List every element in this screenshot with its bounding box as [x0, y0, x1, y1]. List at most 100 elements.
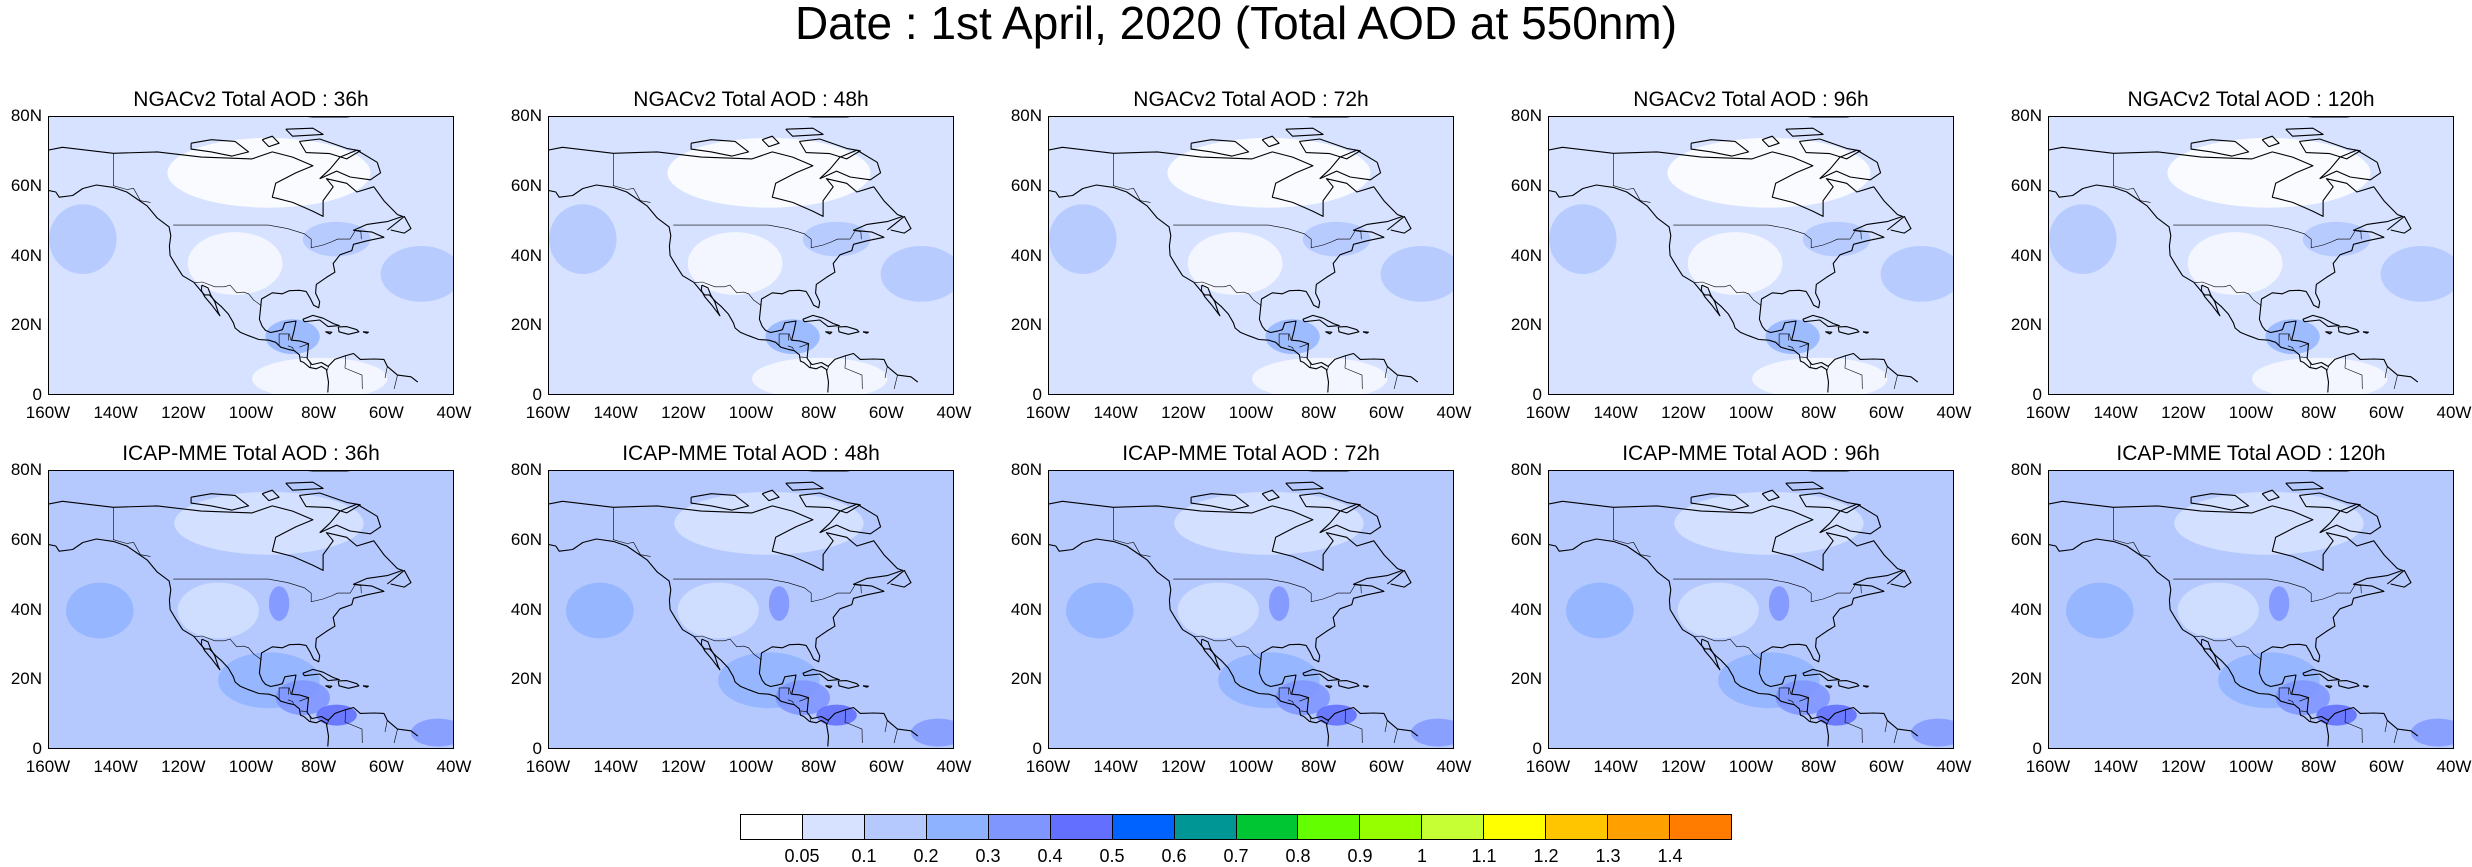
aod-high-region [768, 586, 790, 621]
colorbar-label: 0.4 [1037, 846, 1063, 866]
lat-tick-label: 0 [1032, 739, 1042, 758]
coastline [1285, 481, 1324, 491]
lat-tick-label: 80N [1510, 460, 1542, 479]
coastlines [1549, 471, 1919, 747]
lat-tick-label: 40N [1010, 599, 1042, 619]
coastline [1549, 146, 1919, 383]
border-line [1884, 720, 1888, 732]
border-line [1893, 375, 1898, 390]
border-line [300, 710, 308, 712]
lon-tick-label: 160W [1025, 757, 1071, 776]
aod-mid-region [1066, 582, 1134, 639]
aod-high-region [775, 680, 830, 716]
lon-tick-label: 60W [868, 757, 904, 776]
border-line [1809, 716, 1812, 722]
border-line [1787, 699, 1794, 704]
border-line [1393, 729, 1398, 744]
colorbar-label: 0.1 [851, 846, 877, 866]
border-line [1787, 345, 1794, 350]
colorbar-label: 0.9 [1347, 846, 1373, 866]
border-line [2300, 710, 2308, 712]
border-line [2287, 345, 2294, 350]
lon-tick-label: 60W [2368, 757, 2404, 776]
coastline [1049, 538, 1330, 747]
coastline [1298, 492, 1361, 514]
colorbar-box [1360, 814, 1423, 840]
colorbar-box [864, 814, 927, 840]
border-line [113, 507, 151, 557]
border-line [344, 709, 363, 744]
aod-high-region [1911, 718, 1953, 747]
lat-tick-label: 0 [532, 739, 542, 758]
border-line [2299, 697, 2309, 702]
colorbar-label: 0.6 [1161, 846, 1187, 866]
colorbar-box [1670, 814, 1732, 840]
border-line [1788, 687, 1792, 695]
aod-low-region [1167, 137, 1371, 208]
coastline [2319, 503, 2382, 535]
coastline [690, 493, 750, 511]
lon-tick-label: 120W [1661, 757, 1706, 776]
lon-tick-label: 160W [1525, 757, 1571, 776]
coastline [285, 127, 324, 137]
lat-tick-label: 0 [1032, 385, 1042, 404]
coastline [825, 685, 833, 689]
lon-tick-label: 80W [2301, 403, 2337, 422]
lat-tick-label: 0 [2032, 739, 2042, 758]
border-line [1673, 578, 1862, 603]
border-line [288, 687, 292, 695]
border-line [1326, 365, 1330, 372]
coastline [1798, 138, 1861, 160]
lon-tick-label: 120W [661, 757, 706, 776]
aod-mid-region [1566, 582, 1634, 639]
lon-tick-label: 120W [1161, 403, 1206, 422]
aod-high-region [2411, 718, 2453, 747]
border-line [2393, 729, 2398, 744]
coastline [1319, 149, 1382, 181]
border-line [1694, 281, 1762, 306]
border-line [800, 710, 808, 712]
coastline [1285, 127, 1324, 137]
border-line [1778, 333, 1789, 346]
aod-low-region [2177, 582, 2259, 639]
lat-tick-label: 80N [2010, 460, 2042, 479]
border-line [2384, 366, 2388, 378]
border-line [1884, 366, 1888, 378]
map-frame [2048, 116, 2454, 395]
lon-tick-label: 60W [868, 403, 904, 422]
coastline [1337, 680, 1360, 689]
coastline [200, 638, 221, 671]
map-frame [1548, 470, 1954, 749]
border-line [1800, 710, 1808, 712]
coastlines [1549, 117, 1919, 393]
lon-tick-label: 80W [1301, 757, 1337, 776]
coastline [1886, 569, 1912, 588]
lon-tick-label: 140W [1093, 403, 1138, 422]
coastline [1819, 503, 1882, 535]
lat-tick-label: 20N [510, 315, 542, 335]
border-line [2309, 362, 2312, 368]
country-borders [2113, 153, 2398, 390]
coastline [862, 331, 869, 334]
lon-tick-label: 40W [936, 757, 972, 776]
border-line [613, 507, 651, 557]
coastline [2325, 685, 2333, 689]
lon-tick-label: 140W [1093, 757, 1138, 776]
border-line [173, 578, 362, 603]
aod-high-region [1411, 718, 1453, 747]
lat-tick-label: 60N [2010, 529, 2042, 549]
aod-low-region [1174, 491, 1364, 555]
coastline [2190, 139, 2250, 157]
panel-title: ICAP-MME Total AOD : 120h [2116, 442, 2386, 465]
coastline [2325, 331, 2333, 335]
panel-title: ICAP-MME Total AOD : 36h [122, 442, 380, 465]
border-line [288, 333, 292, 341]
border-line [2278, 333, 2289, 346]
map-frame [548, 470, 954, 749]
lon-tick-label: 100W [728, 757, 774, 776]
coastline [1700, 284, 1721, 317]
border-line [1799, 697, 1809, 702]
aod-high-region [2275, 680, 2330, 716]
aod-mid-region [2066, 582, 2134, 639]
border-line [287, 699, 294, 704]
